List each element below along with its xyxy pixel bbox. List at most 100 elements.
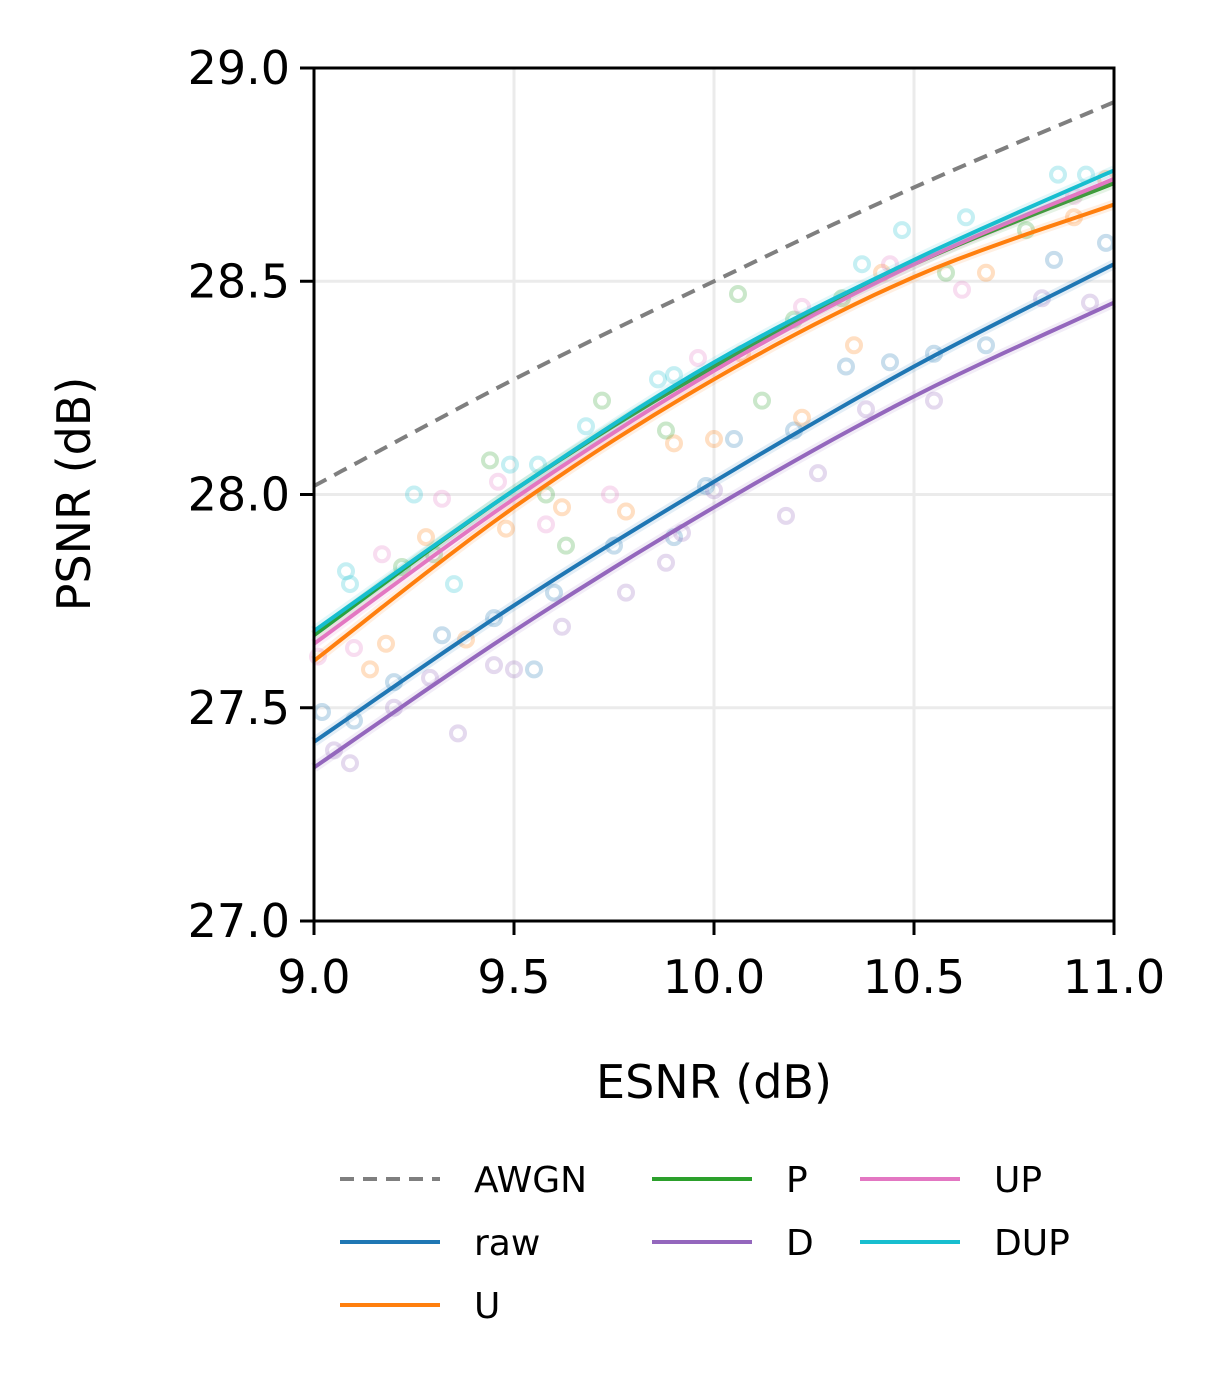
scatter-point-p [557, 536, 575, 555]
legend-item-raw: raw [340, 1223, 540, 1264]
scatter-point-up [433, 489, 451, 508]
legend-label: P [786, 1160, 808, 1201]
scatter-point-d [341, 754, 359, 773]
y-tick-label: 27.0 [188, 894, 290, 948]
scatter-point-raw [697, 476, 715, 495]
scatter-point-raw [837, 357, 855, 376]
scatter-point-u [665, 434, 683, 453]
legend-item-p: P [652, 1160, 808, 1201]
legend-label: U [474, 1286, 500, 1327]
scatter-point-p [729, 285, 747, 304]
scatter-point-up [345, 639, 363, 658]
series-line-up [312, 177, 1115, 646]
grid [312, 66, 1116, 923]
y-tick-label: 29.0 [188, 41, 290, 95]
legend-item-awgn: AWGN [340, 1160, 587, 1201]
scatter-point-u [845, 336, 863, 355]
scatter-point-d [925, 391, 943, 410]
scatter-point-dup [893, 221, 911, 240]
scatter-point-raw [1097, 233, 1115, 252]
legend-item-dup: DUP [860, 1223, 1070, 1264]
scatter-point-d [857, 400, 875, 419]
y-tick-label: 28.0 [188, 468, 290, 522]
scatter-point-p [481, 451, 499, 470]
series-line-dup [312, 168, 1115, 633]
scatter-point-u [977, 263, 995, 282]
scatter-point-up [953, 280, 971, 299]
scatter-points [309, 165, 1115, 773]
legend-label: DUP [994, 1223, 1070, 1264]
scatter-point-dup [337, 562, 355, 581]
series-line-u [312, 202, 1115, 663]
scatter-point-u [361, 660, 379, 679]
scatter-point-raw [545, 583, 563, 602]
scatter-point-dup [341, 575, 359, 594]
scatter-point-raw [1045, 250, 1063, 269]
scatter-point-d [617, 583, 635, 602]
scatter-point-up [373, 545, 391, 564]
x-tick-label: 11.0 [1063, 950, 1165, 1004]
legend-label: AWGN [474, 1160, 587, 1201]
legend-label: UP [994, 1160, 1042, 1201]
scatter-point-dup [577, 417, 595, 436]
scatter-point-d [505, 660, 523, 679]
ticks: 9.0 9.5 10.0 10.5 11.0 27.0 27.5 28.0 28.5 29.0 [188, 41, 1166, 1004]
x-tick-label: 10.5 [863, 950, 965, 1004]
scatter-point-u [457, 630, 475, 649]
scatter-point-dup [665, 366, 683, 385]
scatter-point-up [689, 349, 707, 368]
x-tick-label: 10.0 [663, 950, 765, 1004]
scatter-point-d [421, 668, 439, 687]
scatter-point-raw [725, 430, 743, 449]
legend-label: raw [474, 1223, 540, 1264]
scatter-point-u [497, 519, 515, 538]
scatter-point-u [617, 502, 635, 521]
scatter-point-p [593, 391, 611, 410]
scatter-point-dup [649, 370, 667, 389]
scatter-point-raw [881, 353, 899, 372]
series-lines [310, 100, 1117, 772]
y-axis-label: PSNR (dB) [47, 377, 101, 612]
scatter-point-up [601, 485, 619, 504]
scatter-point-raw [485, 609, 503, 628]
x-tick-label: 9.0 [277, 950, 350, 1004]
series-line-awgn [313, 100, 1115, 488]
scatter-point-up [489, 472, 507, 491]
scatter-point-dup [1049, 165, 1067, 184]
y-tick-label: 27.5 [188, 681, 290, 735]
scatter-point-raw [433, 626, 451, 645]
x-tick-label: 9.5 [477, 950, 550, 1004]
legend-item-u: U [340, 1286, 500, 1327]
scatter-point-u [553, 498, 571, 517]
scatter-point-up [309, 647, 327, 666]
scatter-point-dup [529, 455, 547, 474]
y-tick-label: 28.5 [188, 254, 290, 308]
scatter-point-dup [405, 485, 423, 504]
scatter-point-d [777, 506, 795, 525]
scatter-point-d [657, 553, 675, 572]
scatter-point-p [657, 421, 675, 440]
scatter-point-u [377, 634, 395, 653]
scatter-point-u [705, 430, 723, 449]
scatter-point-u [793, 408, 811, 427]
scatter-point-raw [977, 336, 995, 355]
scatter-point-dup [445, 575, 463, 594]
scatter-point-d [1081, 293, 1099, 312]
scatter-point-dup [853, 255, 871, 274]
scatter-point-dup [957, 208, 975, 227]
series-line-raw [312, 262, 1115, 744]
scatter-point-raw [525, 660, 543, 679]
scatter-point-p [753, 391, 771, 410]
scatter-point-d [809, 464, 827, 483]
x-axis-label: ESNR (dB) [596, 1055, 832, 1109]
scatter-point-dup [501, 455, 519, 474]
scatter-point-up [537, 515, 555, 534]
scatter-point-d [449, 724, 467, 743]
series-line-d [312, 300, 1115, 770]
scatter-point-u [417, 528, 435, 547]
legend-item-up: UP [860, 1160, 1042, 1201]
legend-label: D [786, 1223, 814, 1264]
scatter-point-d [485, 656, 503, 675]
